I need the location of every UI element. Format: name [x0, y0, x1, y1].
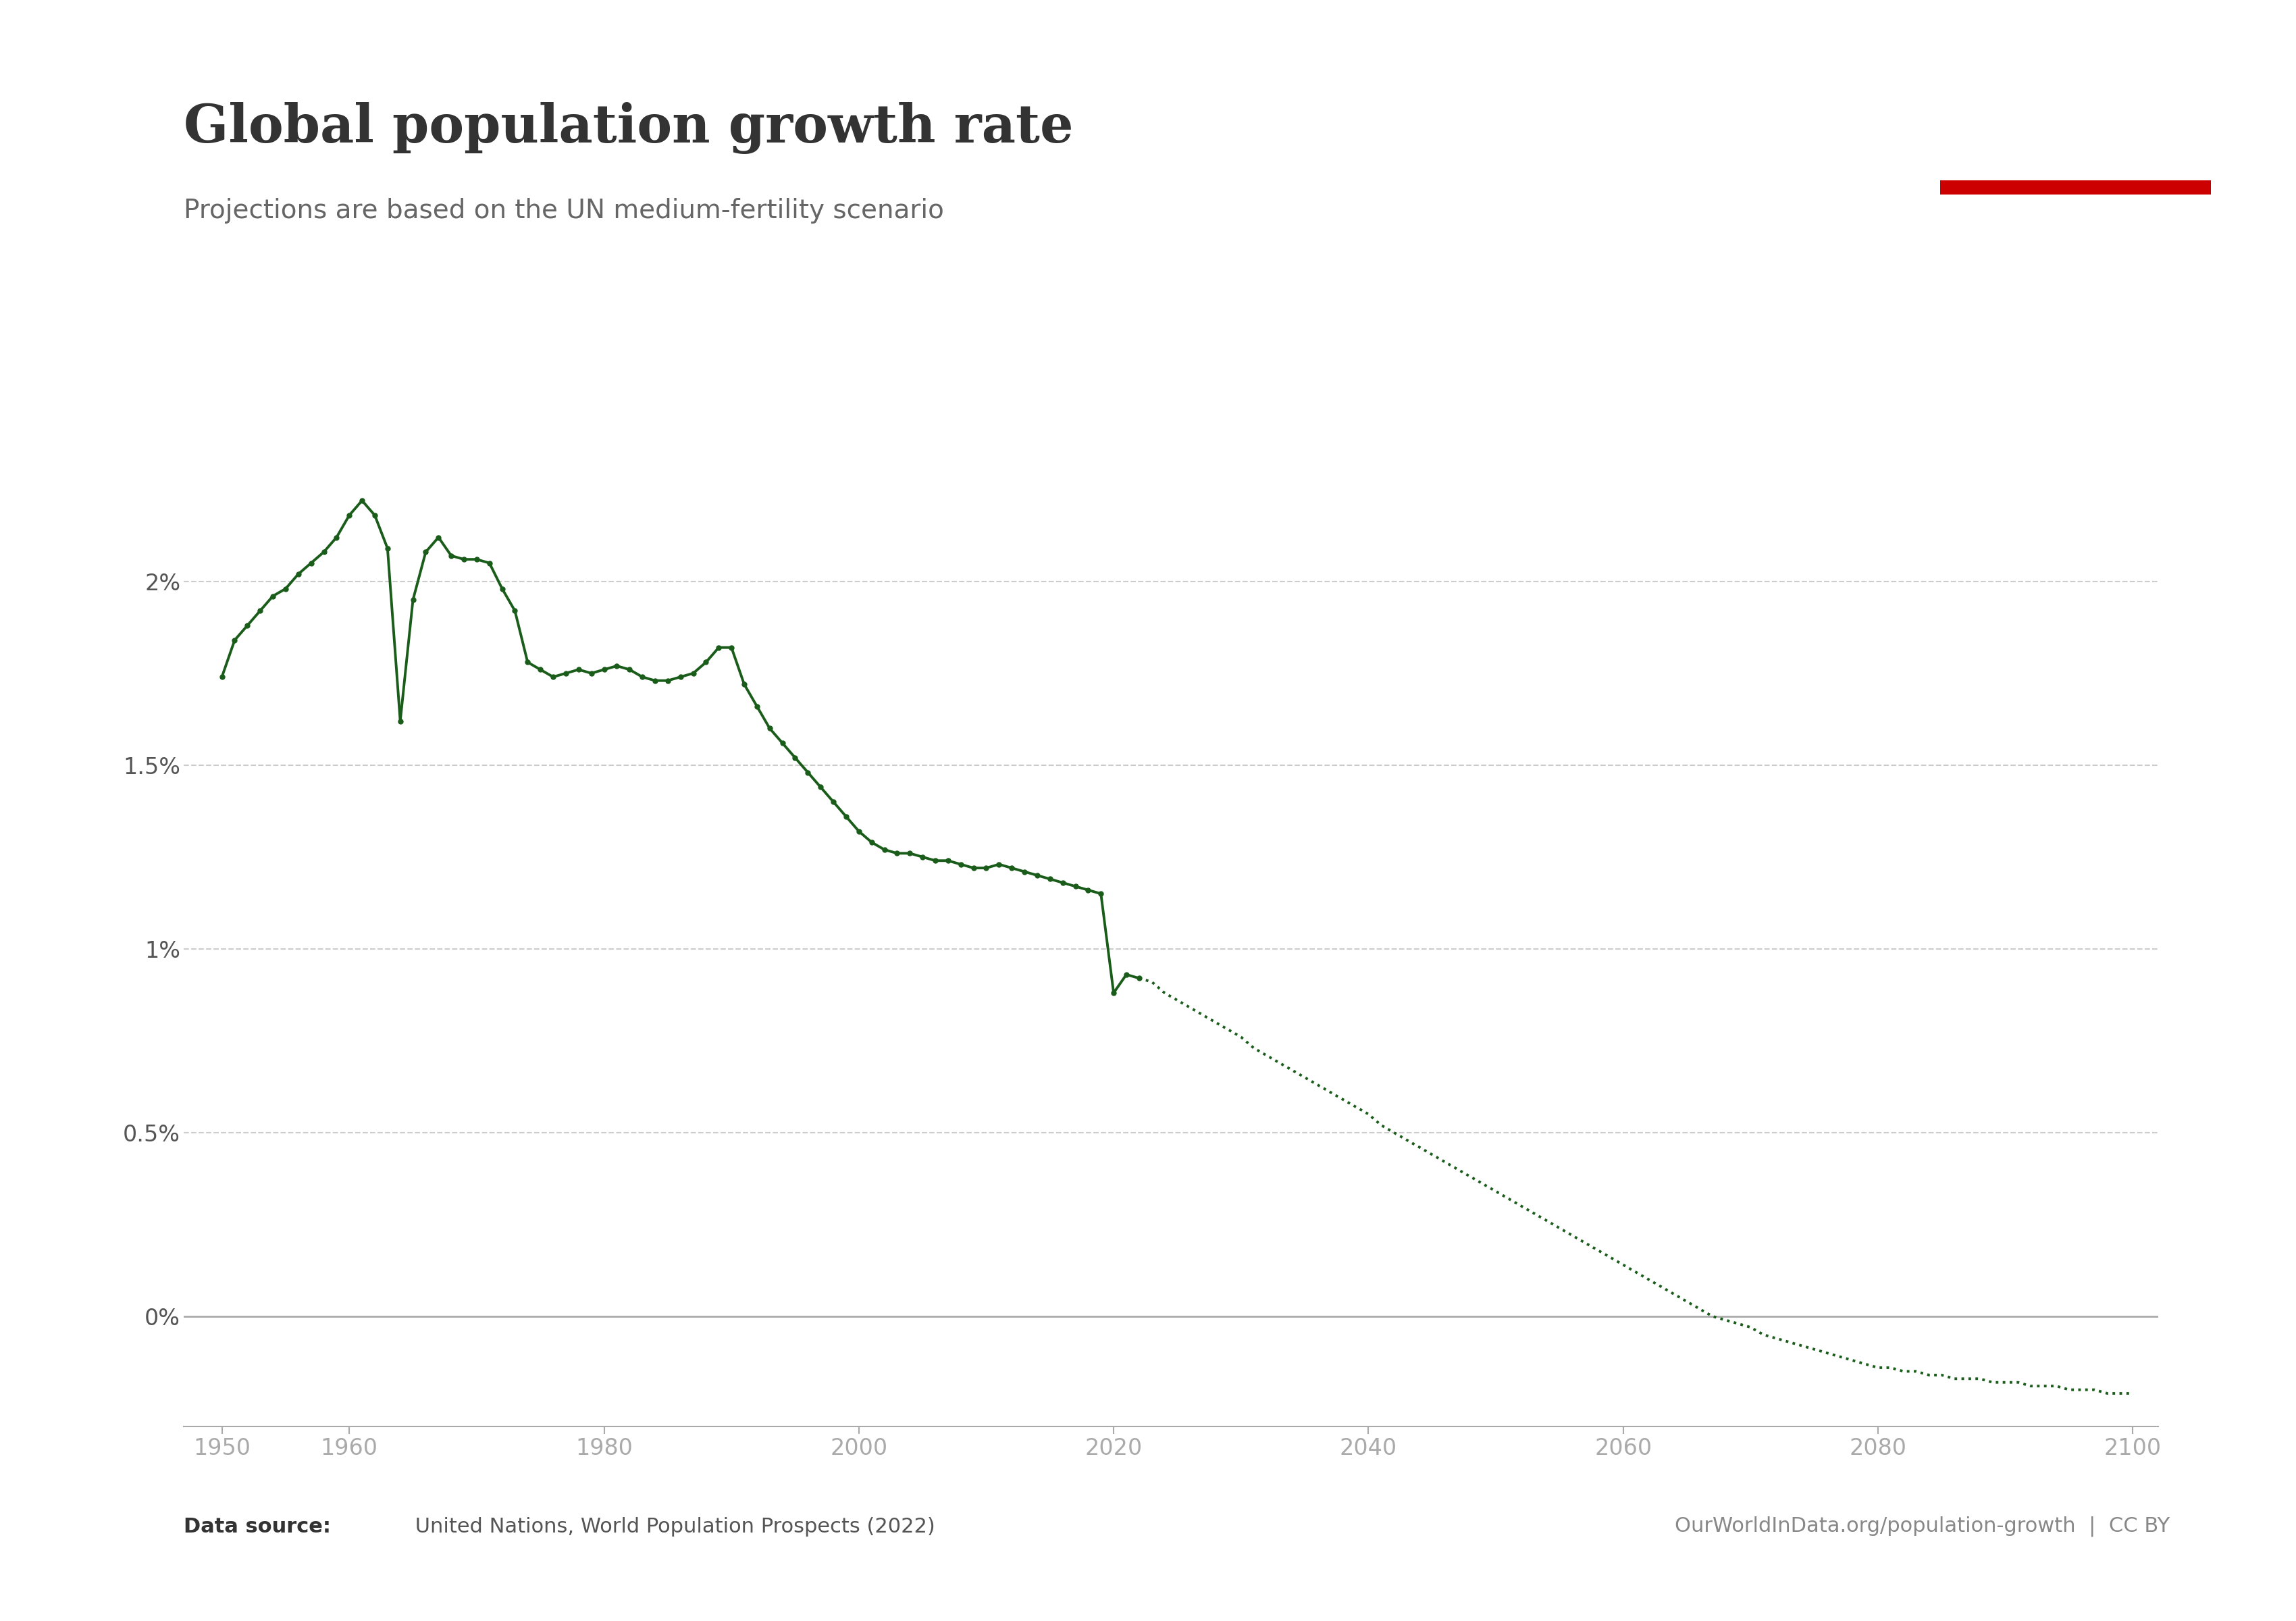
Text: Our World: Our World — [2023, 88, 2128, 107]
Text: Global population growth rate: Global population growth rate — [184, 102, 1075, 154]
Text: Data source:: Data source: — [184, 1517, 331, 1537]
Text: in Data: in Data — [2037, 135, 2115, 154]
Bar — [1940, 180, 2211, 195]
Text: United Nations, World Population Prospects (2022): United Nations, World Population Prospec… — [409, 1517, 934, 1537]
Text: Projections are based on the UN medium-fertility scenario: Projections are based on the UN medium-f… — [184, 198, 944, 224]
Text: OurWorldInData.org/population-growth  |  CC BY: OurWorldInData.org/population-growth | C… — [1674, 1516, 2170, 1537]
